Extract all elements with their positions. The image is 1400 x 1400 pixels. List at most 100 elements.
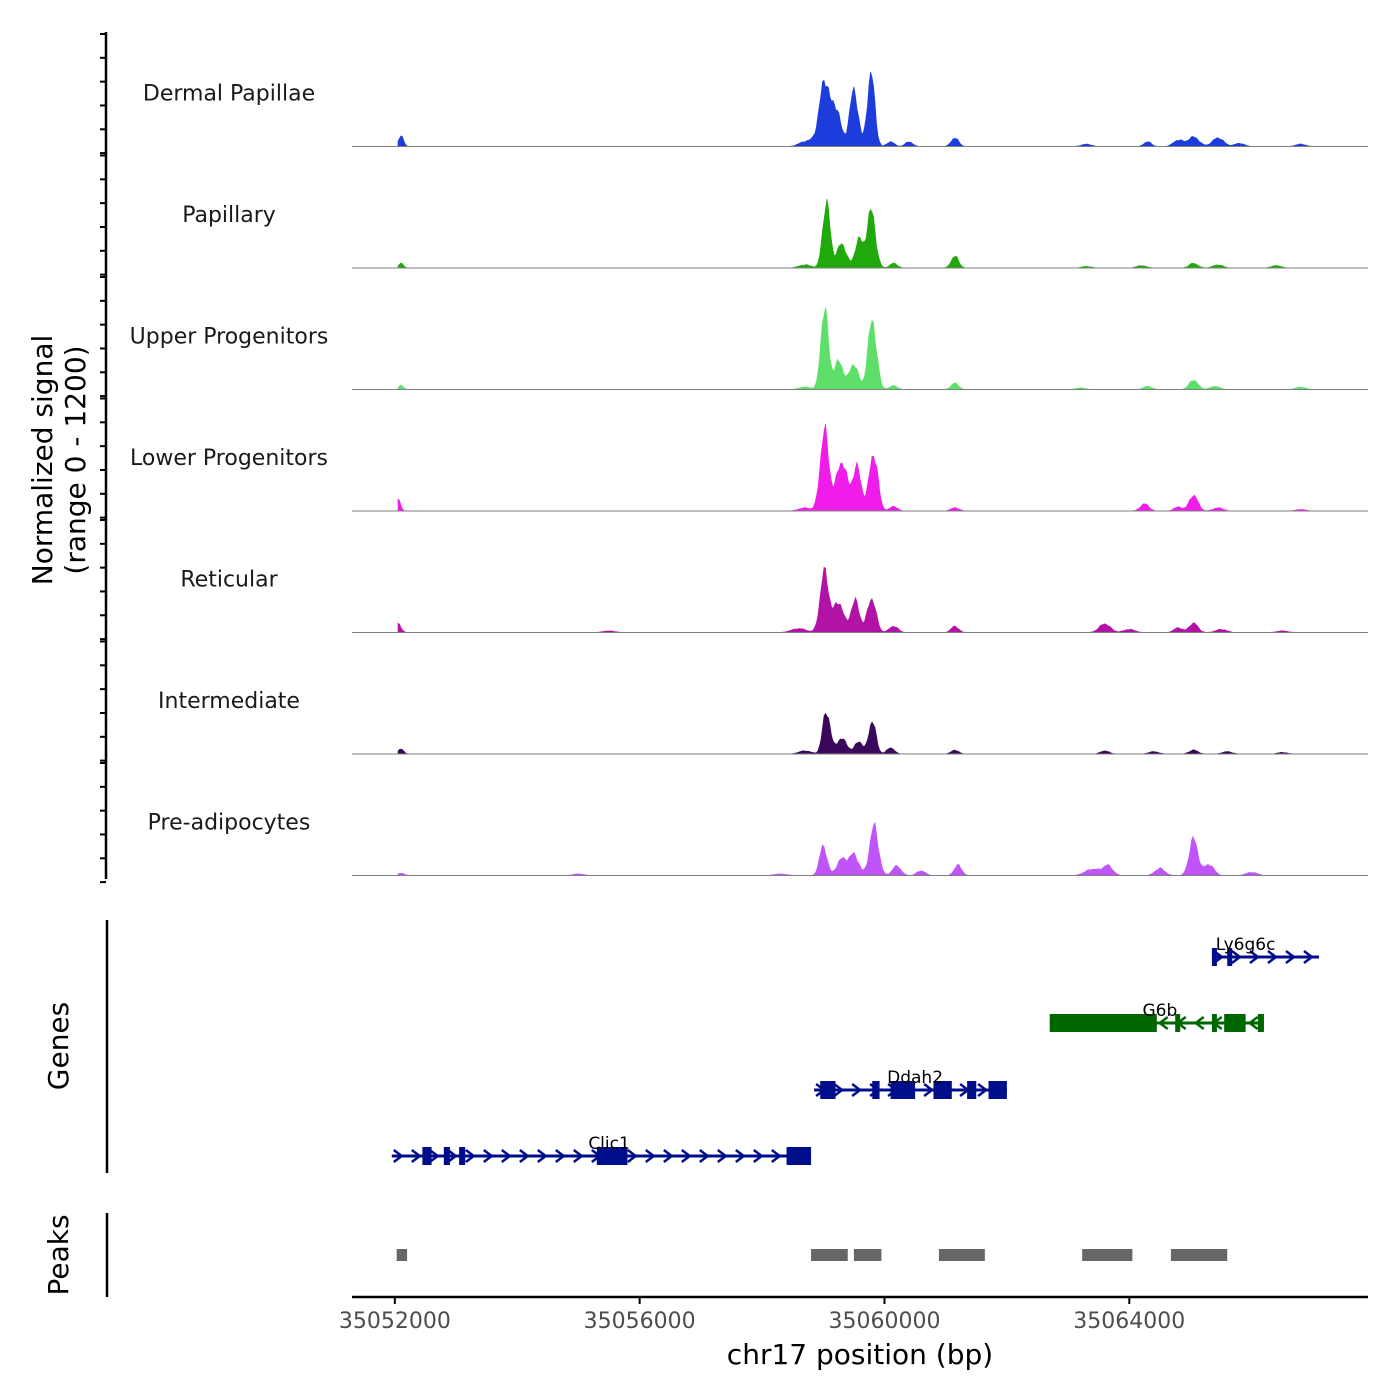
strand-arrow: [1193, 1016, 1205, 1030]
strand-arrow: [447, 1149, 458, 1163]
strand-arrow: [753, 1149, 764, 1163]
track-pre-adipocytes: Pre-adipocytes: [148, 811, 1368, 876]
gene-track: Ly6g6c G6b Ddah2 Clic1: [391, 935, 1320, 1165]
strand-arrow: [627, 1149, 638, 1163]
strand-arrow: [977, 1083, 989, 1097]
gene-exon: [1227, 948, 1233, 966]
gene-g6b: G6b: [1049, 1001, 1264, 1032]
track-label-lower-progenitors: Lower Progenitors: [130, 446, 328, 471]
track-upper-progenitors: Upper Progenitors: [130, 307, 1368, 390]
gene-label-clic1: Clic1: [588, 1134, 629, 1154]
signal-tracks: Dermal Papillae Papillary Upper Progenitor…: [130, 71, 1368, 876]
gene-exon: [596, 1147, 628, 1165]
gene-exon: [1049, 1014, 1157, 1032]
strand-arrow: [555, 1149, 566, 1163]
peak-region: [853, 1249, 882, 1261]
gene-exon: [1224, 1014, 1246, 1032]
track-label-dermal-papillae: Dermal Papillae: [143, 82, 315, 107]
signal-area-upper-progenitors: [397, 307, 1324, 390]
gene-label-ddah2: Ddah2: [887, 1068, 943, 1088]
y-axis-title: Normalized signal: [26, 335, 59, 586]
genes-track-title: Genes: [42, 1002, 75, 1090]
strand-arrow: [681, 1149, 692, 1163]
strand-arrow: [1267, 950, 1279, 964]
signal-area-lower-progenitors: [397, 424, 1324, 512]
x-tick-label: 35064000: [1073, 1309, 1185, 1334]
track-dermal-papillae: Dermal Papillae: [143, 71, 1368, 147]
gene-exon: [1211, 948, 1217, 966]
gene-label-g6b: G6b: [1143, 1001, 1178, 1021]
strand-arrow: [717, 1149, 728, 1163]
track-label-reticular: Reticular: [180, 568, 278, 593]
y-axis-subtitle: (range 0 - 1200): [59, 345, 92, 574]
strand-arrow: [501, 1149, 512, 1163]
gene-exon: [872, 1081, 880, 1099]
gene-exon: [1257, 1014, 1264, 1032]
peak-region: [1082, 1249, 1133, 1261]
strand-arrow: [1285, 950, 1297, 964]
strand-arrow: [429, 1149, 440, 1163]
strand-arrow: [519, 1149, 530, 1163]
strand-arrow: [1247, 1016, 1259, 1030]
x-tick-label: 35056000: [584, 1309, 696, 1334]
x-tick-label: 35052000: [339, 1309, 451, 1334]
track-label-intermediate: Intermediate: [158, 689, 300, 714]
strand-arrow: [1157, 1016, 1169, 1030]
track-label-papillary: Papillary: [182, 203, 276, 228]
gene-exon: [1211, 1014, 1217, 1032]
peak-region: [1170, 1249, 1228, 1261]
track-reticular: Reticular: [180, 566, 1368, 633]
gene-ddah2: Ddah2: [814, 1068, 1007, 1099]
gene-exon: [933, 1081, 952, 1099]
signal-area-dermal-papillae: [397, 71, 1324, 147]
peak-region: [811, 1249, 848, 1261]
strand-arrow: [851, 1083, 863, 1097]
gene-exon: [890, 1081, 916, 1099]
strand-arrow: [923, 1083, 935, 1097]
track-label-upper-progenitors: Upper Progenitors: [130, 325, 329, 350]
strand-arrow: [393, 1149, 404, 1163]
peak-region: [938, 1249, 985, 1261]
signal-area-papillary: [397, 198, 1324, 269]
gene-label-ly6g6c: Ly6g6c: [1216, 935, 1276, 955]
strand-arrow: [699, 1149, 710, 1163]
signal-area-reticular: [397, 566, 1324, 633]
gene-exon: [459, 1147, 466, 1165]
gene-exon: [1175, 1014, 1181, 1032]
signal-area-pre-adipocytes: [397, 821, 1324, 876]
x-tick-label: 35060000: [828, 1309, 940, 1334]
strand-arrow: [1231, 950, 1243, 964]
strand-arrow: [735, 1149, 746, 1163]
track-intermediate: Intermediate: [158, 689, 1368, 755]
strand-arrow: [483, 1149, 494, 1163]
gene-exon: [967, 1081, 977, 1099]
strand-arrow: [573, 1149, 584, 1163]
x-axis-title: chr17 position (bp): [727, 1338, 993, 1371]
gene-exon: [988, 1081, 1007, 1099]
peaks-track-title: Peaks: [42, 1214, 75, 1295]
strand-arrow: [645, 1149, 656, 1163]
strand-arrow: [465, 1149, 476, 1163]
strand-arrow: [1303, 950, 1315, 964]
peak-track: [396, 1249, 1228, 1261]
gene-clic1: Clic1: [391, 1134, 812, 1165]
track-lower-progenitors: Lower Progenitors: [130, 424, 1368, 512]
gene-exon: [786, 1147, 812, 1165]
strand-arrow: [1249, 950, 1261, 964]
strand-arrow: [833, 1083, 845, 1097]
gene-exon: [820, 1081, 836, 1099]
signal-area-intermediate: [397, 712, 1324, 755]
gene-exon: [422, 1147, 432, 1165]
strand-arrow: [537, 1149, 548, 1163]
x-axis: 35052000 35056000 35060000 35064000: [339, 1295, 1368, 1334]
track-papillary: Papillary: [182, 198, 1368, 269]
strand-arrow: [771, 1149, 782, 1163]
strand-arrow: [663, 1149, 674, 1163]
signal-y-axis: [100, 32, 108, 884]
gene-exon: [443, 1147, 450, 1165]
peak-region: [396, 1249, 408, 1261]
gene-ly6g6c: Ly6g6c: [1211, 935, 1320, 966]
strand-arrow: [411, 1149, 422, 1163]
track-label-pre-adipocytes: Pre-adipocytes: [148, 811, 311, 836]
